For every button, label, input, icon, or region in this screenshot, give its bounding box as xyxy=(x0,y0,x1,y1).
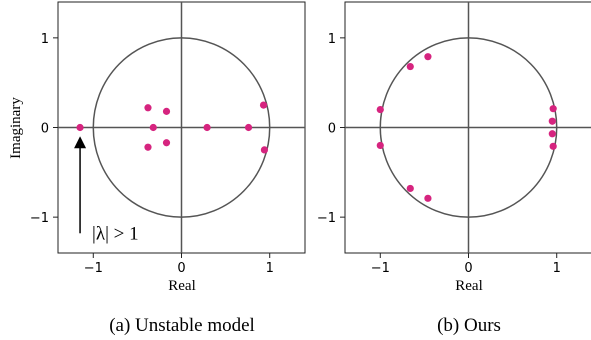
x-axis-label: Real xyxy=(168,278,196,294)
eigenvalue-point xyxy=(149,123,157,132)
y-tick-label: 0 xyxy=(328,122,336,137)
eigenvalue-point xyxy=(548,117,556,125)
y-axis-label: Imaginary xyxy=(8,97,24,159)
eigenvalue-point xyxy=(144,143,152,151)
eigenvalue-point xyxy=(424,53,432,61)
eigenvalue-point xyxy=(376,141,384,150)
eigenvalue-point xyxy=(244,123,253,132)
unit-circle xyxy=(379,37,558,218)
y-tick-label: 1 xyxy=(328,32,336,47)
eigenvalue-point xyxy=(144,104,152,112)
panel-unstable-model: −1 0 1 1 0 −1 |λ| > 1 Real Imaginary (a) Unsta… xyxy=(8,1,306,336)
eigenvalue-point xyxy=(162,107,171,115)
panel-caption: (a) Unstable model xyxy=(109,315,255,336)
y-tick-label: −1 xyxy=(30,211,49,226)
eigenvalue-point xyxy=(406,62,414,71)
eigenvalue-point xyxy=(162,139,171,147)
panel-caption: (b) Ours xyxy=(437,315,501,336)
x-axis-label: Real xyxy=(455,278,483,294)
eigenvalue-point xyxy=(76,123,84,132)
eigenvalue-point xyxy=(549,105,557,113)
y-tick-label: 0 xyxy=(41,122,49,137)
x-tick-label: 1 xyxy=(266,261,274,276)
x-tick-label: −1 xyxy=(371,261,390,276)
x-tick-label: −1 xyxy=(84,261,103,276)
eigenvalue-point xyxy=(203,123,211,132)
eigenvalue-point xyxy=(549,142,557,150)
eigenvalue-point xyxy=(548,130,556,138)
eigenvalue-point xyxy=(406,184,414,193)
x-tick-label: 0 xyxy=(177,261,185,276)
eigenvalue-point xyxy=(259,101,268,109)
eigenvalue-point xyxy=(424,194,432,202)
y-tick-label: −1 xyxy=(317,211,336,226)
x-tick-label: 1 xyxy=(553,261,561,276)
unit-circle xyxy=(92,37,271,218)
eigenvalue-point xyxy=(260,146,269,154)
y-tick-label: 1 xyxy=(41,32,49,47)
annotation-label: |λ| > 1 xyxy=(92,223,139,244)
eigenvalue-point xyxy=(376,105,384,114)
x-tick-label: 0 xyxy=(464,261,472,276)
panel-ours: −1 0 1 1 0 −1 Real (b) Ours xyxy=(317,1,591,336)
